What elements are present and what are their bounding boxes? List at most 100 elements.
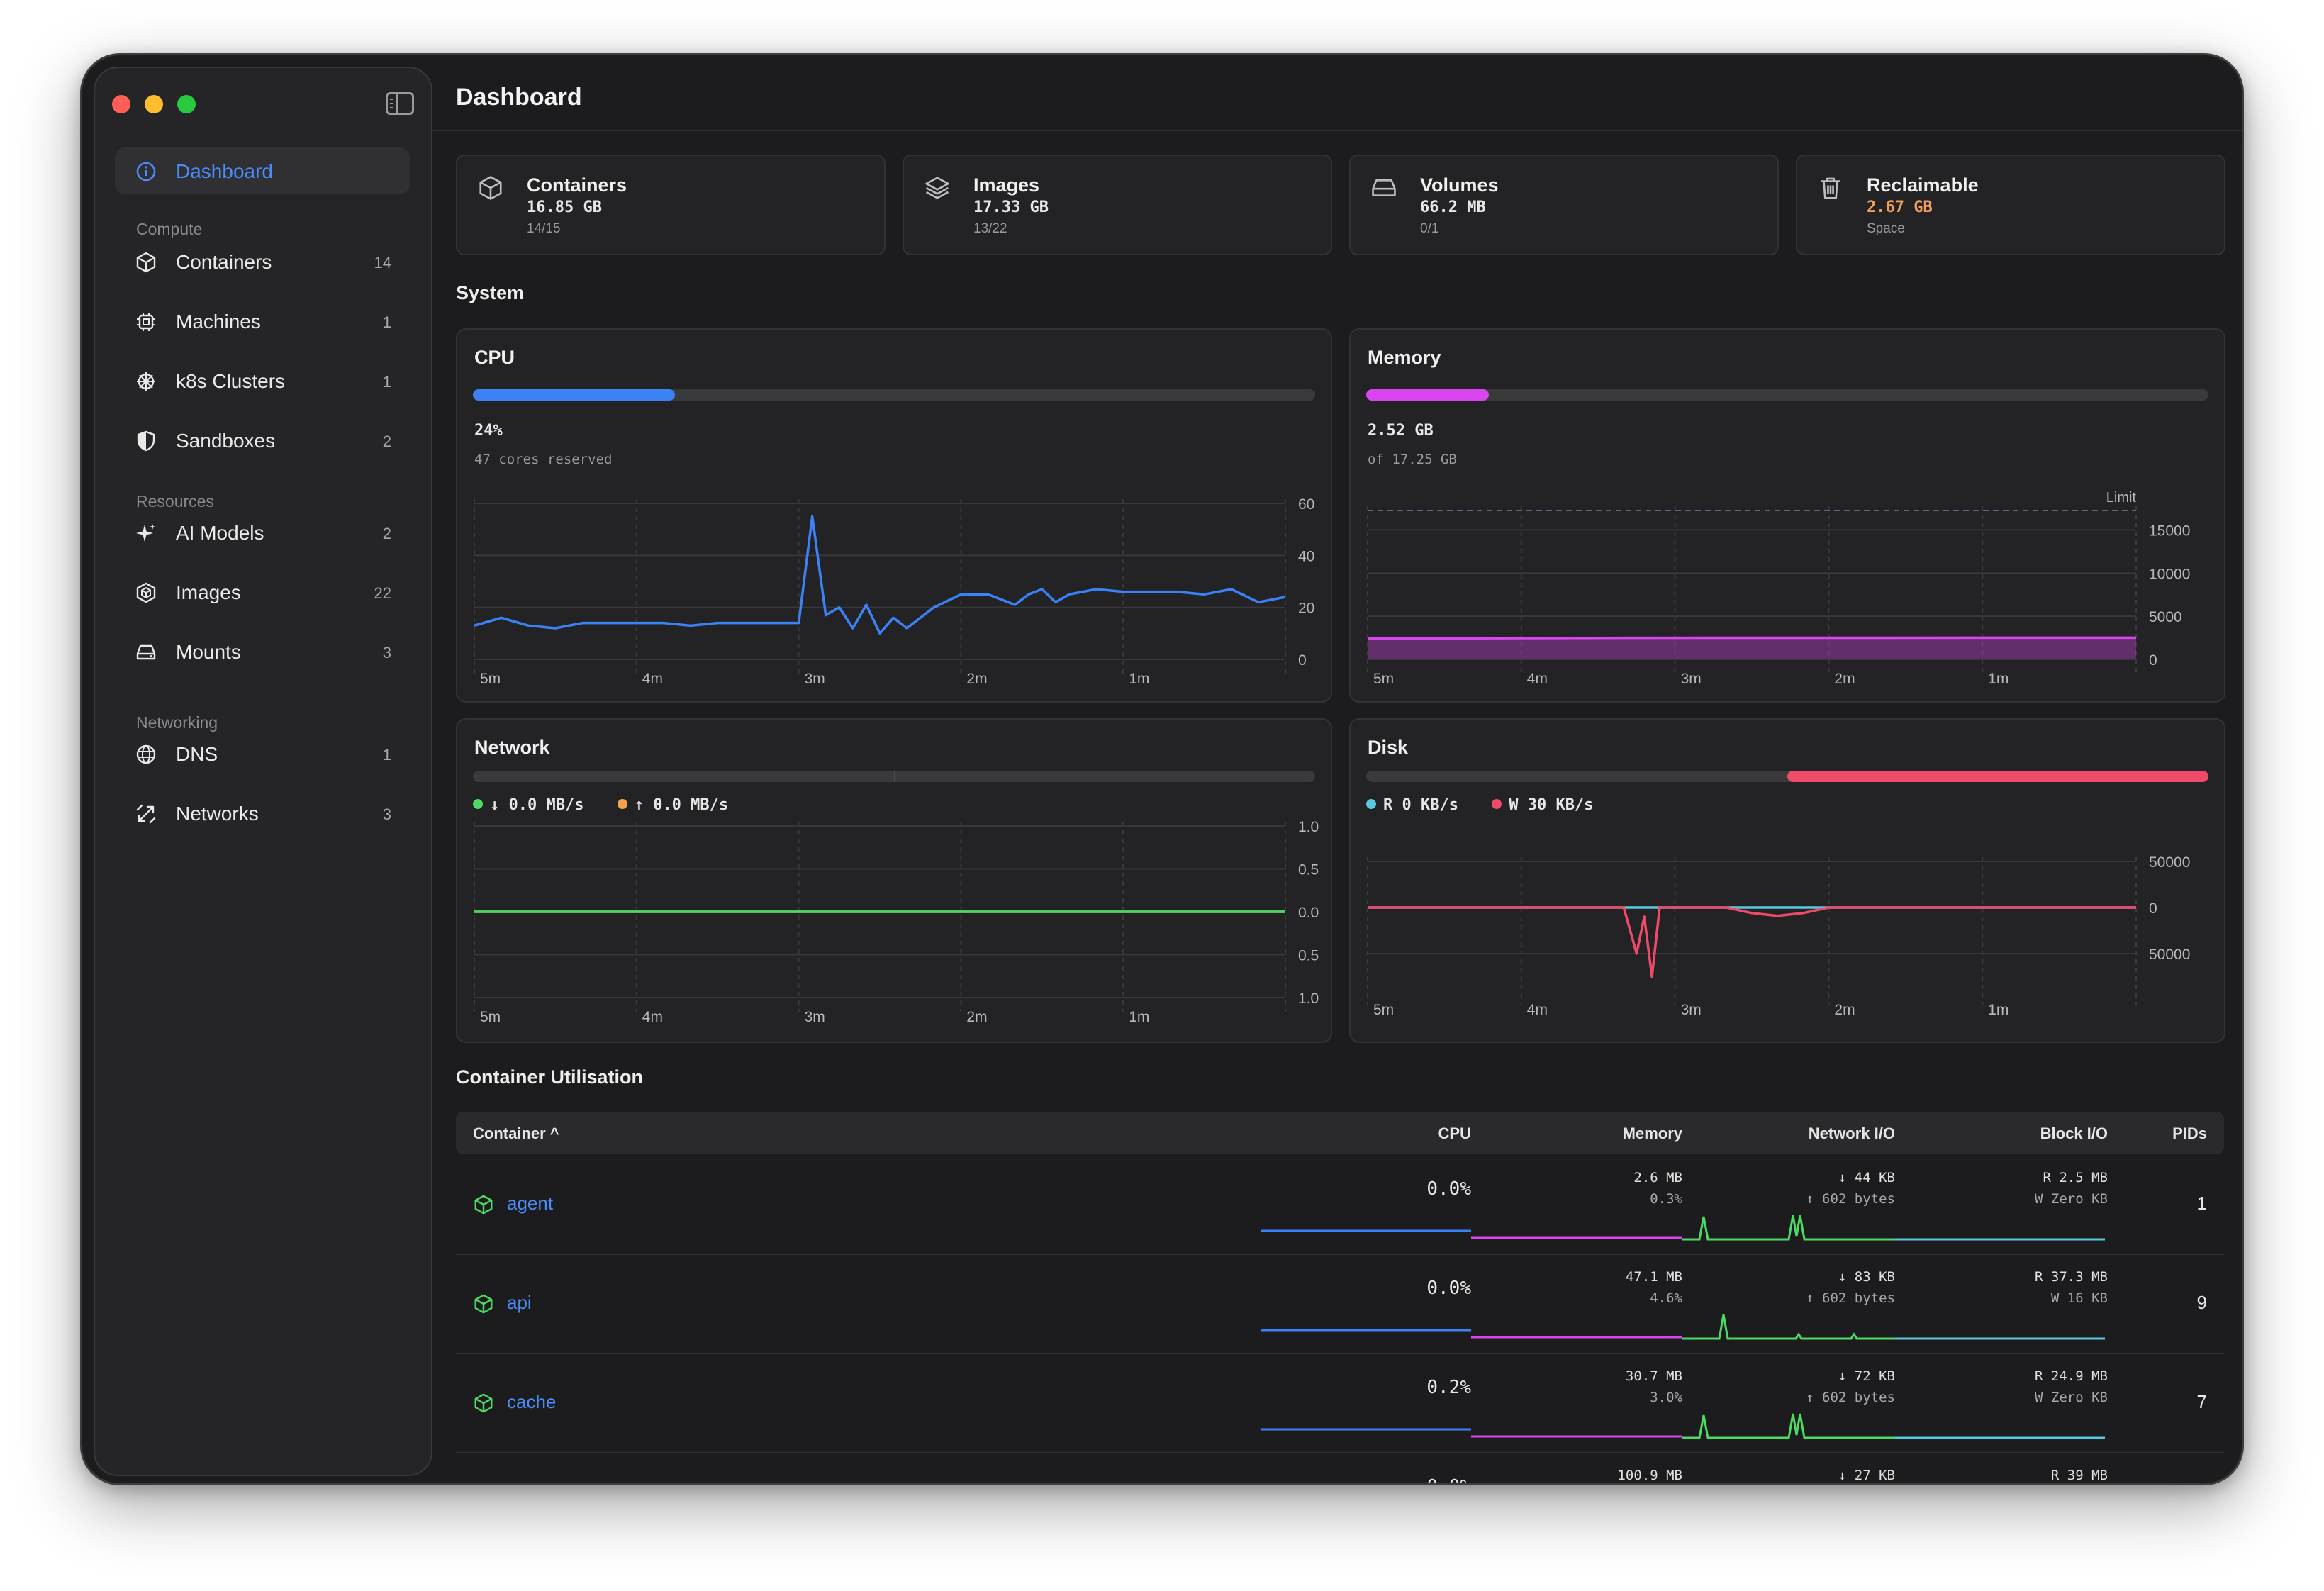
sidebar-item-count: 1 xyxy=(382,746,391,764)
column-header-block-io[interactable]: Block I/O xyxy=(2040,1124,2108,1142)
series-area xyxy=(1368,637,2136,659)
y-tick-label: 10000 xyxy=(2149,566,2190,582)
table-row[interactable]: api 0.0% 47.1 MB 4.6% ↓ 83 KB ↑ 602 bytes R 37… xyxy=(456,1255,2224,1354)
sidebar-item-dashboard[interactable]: Dashboard xyxy=(115,147,410,194)
column-header-pids[interactable]: PIDs xyxy=(2172,1124,2207,1142)
table-row[interactable]: agent 0.0% 2.6 MB 0.3% ↓ 44 KB ↑ 602 bytes R 2… xyxy=(456,1156,2224,1255)
hexagon-box-icon xyxy=(136,582,156,603)
container-network-down: ↓ 27 KB xyxy=(1838,1468,1895,1483)
sidebar-item-count: 3 xyxy=(382,644,391,661)
column-header-memory[interactable]: Memory xyxy=(1622,1124,1682,1142)
sidebar-item-dns[interactable]: DNS 1 xyxy=(115,730,410,777)
container-cpu-value: 0.2% xyxy=(1426,1377,1471,1398)
summary-card-images[interactable]: Images 17.33 GB 13/22 xyxy=(903,155,1332,255)
disk-panel: Disk R 0 KB/s W 30 KB/s 50000 0 50000 5m 4m 3… xyxy=(1349,718,2225,1043)
disk-chart: 50000 0 50000 5m 4m 3m 2m 1m xyxy=(1367,854,2190,1018)
table-row[interactable]: cache 0.2% 30.7 MB 3.0% ↓ 72 KB ↑ 602 bytes R … xyxy=(456,1354,2224,1453)
system-section-title: System xyxy=(456,282,525,303)
card-title: Reclaimable xyxy=(1867,174,1979,196)
container-memory-percent: 4.6% xyxy=(1650,1290,1682,1306)
container-network-up: ↑ 602 bytes xyxy=(1806,1390,1895,1405)
container-memory-value: 30.7 MB xyxy=(1625,1368,1682,1384)
memory-panel: Memory 2.52 GB of 17.25 GB 0 5000 10000 150… xyxy=(1349,328,2225,703)
x-tick-label: 5m xyxy=(1373,671,1394,687)
y-tick-label: 20 xyxy=(1298,601,1314,617)
sidebar-item-count: 2 xyxy=(382,525,391,542)
x-tick-label: 2m xyxy=(966,671,987,687)
container-cpu-value: 0.0% xyxy=(1426,1278,1471,1299)
series-line xyxy=(1367,636,2137,640)
minimize-window-button[interactable] xyxy=(145,95,163,113)
container-name-link[interactable]: cache xyxy=(507,1391,557,1412)
y-tick-label: 40 xyxy=(1298,548,1314,564)
sidebar-item-images[interactable]: Images 22 xyxy=(115,569,410,615)
sidebar-item-count: 1 xyxy=(382,313,391,331)
y-tick-label: 0.0 xyxy=(1298,905,1319,921)
network-chart: 1.0 0.5 0.0 0.5 1.0 5m 4m 3m 2m 1m xyxy=(474,819,1319,1025)
x-tick-label: 2m xyxy=(1834,1002,1855,1018)
disk-write-fill xyxy=(1787,771,2208,782)
zoom-window-button[interactable] xyxy=(177,95,196,113)
x-tick-label: 1m xyxy=(1129,671,1149,687)
x-tick-label: 5m xyxy=(1373,1002,1394,1018)
x-tick-label: 3m xyxy=(805,671,825,687)
container-network-down: ↓ 72 KB xyxy=(1838,1368,1895,1384)
cpu-panel: CPU 24% 47 cores reserved 0 20 40 60 5m 4m 3m 2… xyxy=(456,328,1332,703)
sidebar-item-sandboxes[interactable]: Sandboxes 2 xyxy=(115,417,410,464)
legend-download: ↓ 0.0 MB/s xyxy=(473,796,583,814)
table-row[interactable]: 0.0% 100.9 MB ↓ 27 KB R 39 MB xyxy=(456,1453,2224,1483)
sidebar-item-k8s-clusters[interactable]: k8s Clusters 1 xyxy=(115,357,410,404)
network-arrows-icon xyxy=(136,804,156,824)
header-divider xyxy=(432,130,2242,131)
sidebar-item-label: Machines xyxy=(176,311,261,333)
sidebar: Dashboard Compute Containers 14 Machines… xyxy=(94,67,432,1476)
column-header-cpu[interactable]: CPU xyxy=(1438,1124,1471,1142)
summary-card-reclaimable[interactable]: Reclaimable 2.67 GB Space xyxy=(1796,155,2225,255)
container-memory-value: 100.9 MB xyxy=(1617,1468,1682,1483)
column-header-network-io[interactable]: Network I/O xyxy=(1808,1124,1895,1142)
legend-label: W 30 KB/s xyxy=(1509,796,1594,814)
y-tick-label: 0 xyxy=(2149,652,2157,669)
cpu-chart: 0 20 40 60 5m 4m 3m 2m 1m xyxy=(474,496,1314,687)
card-value: 16.85 GB xyxy=(527,199,602,216)
globe-icon xyxy=(136,744,156,764)
container-cube-icon xyxy=(474,1393,493,1413)
container-name-link[interactable]: api xyxy=(507,1292,532,1313)
y-tick-label: 50000 xyxy=(2149,854,2190,871)
sidebar-item-networks[interactable]: Networks 3 xyxy=(115,790,410,837)
y-tick-label: 0.5 xyxy=(1298,862,1319,878)
container-sparklines xyxy=(1261,1215,2105,1241)
x-tick-label: 4m xyxy=(642,671,663,687)
legend-dot xyxy=(617,799,627,809)
container-memory-value: 47.1 MB xyxy=(1625,1269,1682,1285)
network-sparkline xyxy=(1682,1413,1895,1439)
x-tick-label: 3m xyxy=(805,1009,825,1025)
container-block-read: R 2.5 MB xyxy=(2043,1170,2108,1185)
card-value: 66.2 MB xyxy=(1420,199,1486,216)
close-window-button[interactable] xyxy=(112,95,130,113)
panel-title: Memory xyxy=(1368,347,1441,368)
sidebar-item-ai-models[interactable]: AI Models 2 xyxy=(115,509,410,556)
summary-card-containers[interactable]: Containers 16.85 GB 14/15 xyxy=(456,155,886,255)
x-tick-label: 1m xyxy=(1988,1002,2009,1018)
sidebar-item-count: 2 xyxy=(382,432,391,450)
sidebar-item-count: 1 xyxy=(382,373,391,391)
container-name-link[interactable]: agent xyxy=(507,1193,554,1214)
container-network-down: ↓ 44 KB xyxy=(1838,1170,1895,1185)
legend-read: R 0 KB/s xyxy=(1366,796,1458,814)
card-value: 2.67 GB xyxy=(1867,199,1933,216)
legend-label: R 0 KB/s xyxy=(1383,796,1458,814)
sidebar-item-containers[interactable]: Containers 14 xyxy=(115,238,410,285)
legend-dot xyxy=(1492,799,1502,809)
y-tick-label: 5000 xyxy=(2149,609,2182,625)
column-header-container[interactable]: Container ^ xyxy=(473,1124,559,1142)
sidebar-item-mounts[interactable]: Mounts 3 xyxy=(115,628,410,675)
sidebar-toggle-icon[interactable] xyxy=(386,92,414,115)
summary-card-volumes[interactable]: Volumes 66.2 MB 0/1 xyxy=(1349,155,1779,255)
app-window: Dashboard Compute Containers 14 Machines… xyxy=(80,53,2244,1485)
x-tick-label: 5m xyxy=(480,671,501,687)
sidebar-item-machines[interactable]: Machines 1 xyxy=(115,298,410,345)
sidebar-item-count: 14 xyxy=(374,254,391,272)
network-panel: Network ↓ 0.0 MB/s ↑ 0.0 MB/s 1.0 0.5 0.0 0… xyxy=(456,718,1332,1043)
memory-limit-label: Limit xyxy=(2106,490,2137,506)
